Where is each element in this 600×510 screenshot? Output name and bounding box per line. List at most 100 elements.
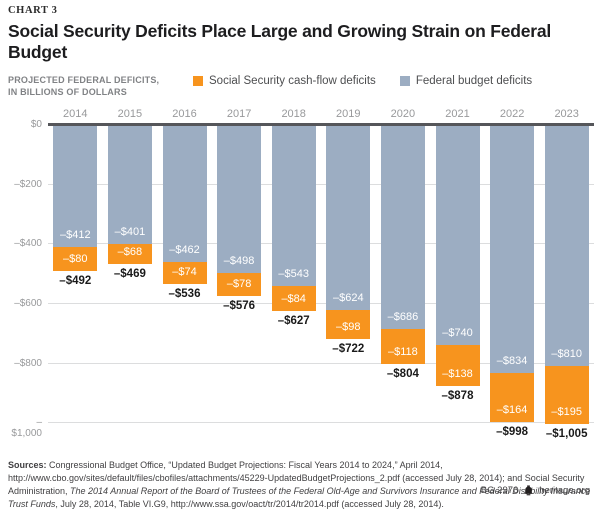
- site-link[interactable]: heritage.org: [539, 485, 590, 496]
- total-deficit-label: –$998: [496, 425, 529, 438]
- bar-2015: –$401 –$68: [107, 124, 152, 265]
- axis-units-line2: IN BILLIONS OF DOLLARS: [8, 87, 127, 98]
- gridline: [48, 303, 594, 305]
- federal-deficit-value-label: –$543: [278, 268, 309, 281]
- axis-units-label: PROJECTED FEDERAL DEFICITS, IN BILLIONS …: [8, 74, 193, 98]
- gridline: [48, 243, 594, 245]
- bar-2018: –$543 –$84: [271, 124, 316, 312]
- bar-2014: –$412 –$80: [53, 124, 98, 271]
- stacked-bar-chart: $0 –$200 –$400 –$600 –$800 –$1,000 2014 –$412 –$…: [8, 105, 594, 445]
- federal-deficit-segment: [162, 124, 207, 262]
- bar-2023: –$810 –$195: [544, 124, 589, 424]
- x-axis-year-label: 2015: [117, 108, 143, 121]
- social-security-deficit-segment: [544, 365, 589, 424]
- federal-deficit-value-label: –$810: [551, 347, 582, 360]
- gridline: [48, 422, 594, 424]
- gridline: [48, 183, 594, 185]
- federal-deficit-segment: [544, 124, 589, 366]
- social-security-value-label: –$98: [336, 321, 361, 334]
- social-security-value-label: –$164: [496, 403, 528, 416]
- social-security-value-label: –$80: [63, 252, 88, 265]
- federal-deficit-value-label: –$498: [223, 254, 255, 267]
- bar-2020: –$686 –$118: [380, 124, 425, 364]
- federal-deficit-segment: [271, 124, 316, 287]
- federal-deficit-value-label: –$834: [496, 354, 528, 367]
- sources-segment-3: , July 28, 2014, Table VI.G9, http://www…: [55, 498, 444, 509]
- total-deficit-label: –$492: [59, 274, 92, 287]
- bar-2016: –$462 –$74: [162, 124, 207, 284]
- total-deficit-label: –$576: [223, 299, 256, 312]
- legend-label: Social Security cash-flow deficits: [209, 75, 376, 87]
- social-security-value-label: –$74: [172, 266, 197, 278]
- federal-deficit-value-label: –$686: [387, 310, 419, 323]
- total-deficit-label: –$1,005: [545, 427, 588, 440]
- social-security-deficit-segment: [107, 243, 152, 265]
- total-deficit-label: –$469: [113, 268, 146, 281]
- social-security-value-label: –$68: [117, 246, 143, 259]
- y-axis-tick-label: –$400: [14, 238, 42, 250]
- social-security-deficit-segment: [271, 286, 316, 312]
- chart-meta-row: PROJECTED FEDERAL DEFICITS, IN BILLIONS …: [8, 74, 592, 98]
- legend-swatch-icon: [399, 76, 410, 86]
- federal-deficit-value-label: –$462: [169, 243, 200, 256]
- legend-swatch-icon: [193, 76, 203, 86]
- bar-2017: –$498 –$78: [217, 124, 262, 296]
- y-axis-tick-label: –$600: [14, 298, 42, 310]
- heritage-bell-logo-icon: [523, 485, 534, 496]
- total-deficit-label: –$627: [277, 315, 310, 328]
- y-axis-tick-label: –$200: [14, 178, 42, 190]
- federal-deficit-value-label: –$401: [114, 225, 146, 238]
- report-id: BG 2976: [480, 485, 519, 496]
- legend-item-1: Federal budget deficits: [399, 75, 533, 87]
- x-axis-year-label: 2022: [499, 108, 525, 121]
- total-deficit-label: –$804: [386, 367, 419, 380]
- chart-kicker: CHART 3: [8, 5, 58, 16]
- y-axis-tick-label: $0: [30, 119, 42, 131]
- x-axis-year-label: 2016: [172, 108, 197, 121]
- social-security-deficit-segment: [380, 328, 425, 364]
- x-axis-year-label: 2018: [281, 108, 306, 121]
- federal-deficit-segment: [380, 124, 425, 329]
- social-security-deficit-segment: [53, 247, 98, 271]
- federal-deficit-value-label: –$624: [333, 292, 364, 305]
- social-security-deficit-segment: [490, 372, 535, 422]
- footer: BG 2976 heritage.org: [481, 485, 590, 496]
- social-security-value-label: –$138: [442, 367, 473, 380]
- sources-segment-1: Congressional Budget Office, “Updated Bu…: [8, 460, 585, 496]
- gridline: [48, 362, 594, 364]
- x-axis-year-label: 2019: [336, 108, 361, 121]
- social-security-deficit-segment: [162, 261, 207, 284]
- x-axis-year-label: 2021: [445, 108, 470, 121]
- social-security-deficit-segment: [326, 310, 371, 340]
- federal-deficit-segment: [53, 124, 98, 248]
- axis-units-line1: PROJECTED FEDERAL DEFICITS,: [8, 75, 160, 85]
- federal-deficit-segment: [490, 124, 535, 373]
- social-security-value-label: –$84: [281, 293, 306, 306]
- bar-2022: –$834 –$164: [490, 124, 535, 422]
- legend-label: Federal budget deficits: [415, 75, 533, 87]
- total-deficit-label: –$722: [332, 343, 365, 356]
- x-axis-year-label: 2014: [63, 108, 88, 121]
- federal-deficit-value-label: –$740: [442, 326, 473, 339]
- social-security-value-label: –$118: [388, 345, 418, 358]
- x-axis-year-label: 2023: [554, 108, 579, 121]
- legend-item-0: Social Security cash-flow deficits: [193, 75, 376, 87]
- federal-deficit-segment: [435, 124, 480, 345]
- total-deficit-label: –$536: [168, 288, 201, 300]
- social-security-value-label: –$78: [226, 277, 252, 290]
- y-axis-tick-label: –$800: [14, 357, 42, 369]
- bar-2021: –$740 –$138: [435, 124, 480, 386]
- zero-axis-line: [48, 123, 594, 127]
- federal-deficit-segment: [217, 124, 262, 273]
- federal-deficit-value-label: –$412: [60, 229, 91, 242]
- x-axis-year-label: 2020: [390, 108, 416, 121]
- social-security-deficit-segment: [217, 272, 262, 296]
- bar-2019: –$624 –$98: [326, 124, 371, 340]
- social-security-value-label: –$195: [551, 405, 582, 418]
- x-axis-year-label: 2017: [226, 108, 252, 121]
- page-title: Social Security Deficits Place Large and…: [8, 21, 552, 62]
- social-security-deficit-segment: [435, 344, 480, 386]
- sources-segment-0: Sources:: [8, 460, 50, 471]
- y-axis-tick-label: –$1,000: [11, 417, 42, 440]
